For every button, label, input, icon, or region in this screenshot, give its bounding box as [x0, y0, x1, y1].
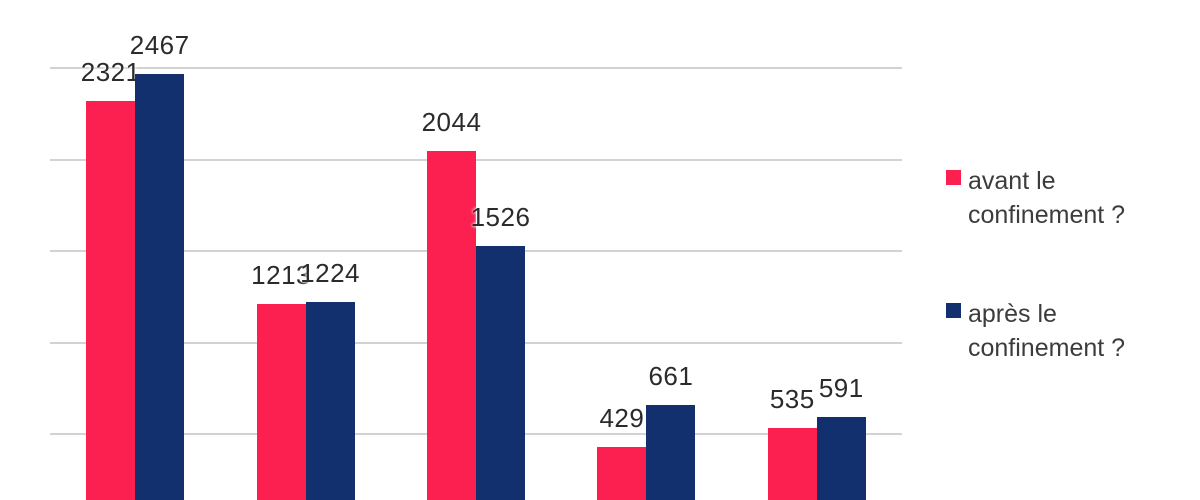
value-label-apres-1: 2467	[129, 30, 190, 60]
bar-avant-5[interactable]	[767, 427, 817, 500]
bar-avant-2[interactable]	[256, 303, 306, 500]
value-label-avant-5: 535	[769, 383, 815, 414]
gridline-2500	[50, 67, 902, 69]
bar-avant-4[interactable]	[597, 447, 647, 500]
legend-item-avant-le-confinement[interactable]: avant le confinement ?	[946, 164, 1153, 232]
legend-label-apres: après le confinement ?	[968, 300, 1126, 362]
legend-item-apres-le-confinement[interactable]: après le confinement ?	[946, 297, 1153, 365]
bar-apres-4[interactable]	[646, 404, 696, 500]
bar-apres-5[interactable]	[816, 417, 866, 500]
value-label-avant-4: 429	[599, 403, 645, 433]
value-label-apres-3: 1526	[470, 202, 531, 233]
legend-swatch-avant-icon	[946, 170, 961, 185]
bar-avant-1[interactable]	[86, 100, 136, 500]
bar-apres-1[interactable]	[135, 74, 185, 500]
bar-apres-2[interactable]	[305, 301, 355, 500]
value-label-apres-2: 1224	[300, 257, 361, 288]
legend-label-avant: avant le confinement ?	[968, 167, 1126, 229]
value-label-apres-4: 661	[648, 360, 694, 391]
value-label-avant-3: 2044	[421, 107, 482, 138]
bar-avant-3[interactable]	[427, 151, 476, 500]
value-label-avant-1: 2321	[80, 56, 141, 87]
gridline-2000	[50, 158, 902, 161]
bar-apres-3[interactable]	[476, 246, 525, 500]
legend-swatch-apres-icon	[946, 303, 961, 318]
value-label-apres-5: 591	[818, 373, 864, 404]
value-label-avant-2: 1213	[251, 259, 312, 290]
